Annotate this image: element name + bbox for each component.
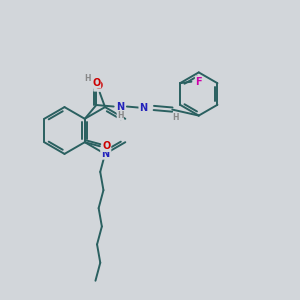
Text: O: O <box>94 81 102 91</box>
Text: N: N <box>139 103 147 113</box>
Text: N: N <box>101 149 109 159</box>
Text: O: O <box>92 78 100 88</box>
Text: N: N <box>116 101 124 112</box>
Text: H: H <box>84 74 90 83</box>
Text: H: H <box>117 111 124 120</box>
Text: H: H <box>173 113 179 122</box>
Text: O: O <box>102 141 111 151</box>
Text: F: F <box>196 77 202 87</box>
